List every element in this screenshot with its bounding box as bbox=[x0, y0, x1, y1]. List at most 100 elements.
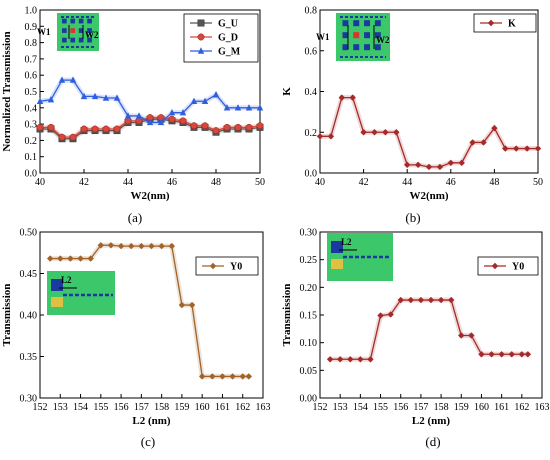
data-point bbox=[327, 133, 335, 140]
x-tick-label: 155 bbox=[93, 402, 108, 413]
inset-resonator bbox=[51, 297, 63, 307]
data-point bbox=[256, 104, 264, 111]
inset-label-l2: L2 bbox=[61, 275, 72, 285]
legend-label: Y0 bbox=[512, 262, 524, 273]
series-g-d bbox=[36, 114, 264, 141]
x-tick-label: 40 bbox=[35, 177, 45, 188]
inset-resonator bbox=[70, 18, 76, 24]
inset-resonator bbox=[353, 32, 360, 39]
data-point bbox=[371, 129, 378, 136]
data-point bbox=[117, 242, 125, 250]
legend-marker bbox=[197, 47, 205, 54]
data-point bbox=[234, 104, 242, 111]
data-point bbox=[201, 97, 209, 104]
data-point bbox=[212, 91, 220, 98]
chart-panel-2: 40 42 44 46 48 50 0.0 0.2 0.4 0.6 0.8 W2(nm) K W1 W2 K (… bbox=[281, 6, 543, 226]
data-point bbox=[425, 163, 433, 171]
series-k bbox=[316, 94, 542, 171]
x-tick-label: 157 bbox=[134, 402, 149, 413]
data-point bbox=[229, 373, 236, 380]
x-tick-label: 162 bbox=[235, 402, 250, 413]
x-tick-label: 42 bbox=[79, 177, 89, 188]
data-point bbox=[36, 97, 44, 104]
data-point bbox=[80, 92, 88, 100]
data-point bbox=[245, 123, 253, 131]
inset-resonator bbox=[70, 37, 76, 43]
legend-label: G_D bbox=[218, 33, 238, 44]
panel-label: (b) bbox=[405, 210, 420, 225]
data-point bbox=[97, 242, 105, 249]
data-point bbox=[478, 351, 485, 358]
inset-resonator bbox=[374, 20, 381, 27]
y-tick-label: 0.4 bbox=[305, 87, 318, 98]
x-tick-label: 161 bbox=[215, 402, 230, 413]
series-line bbox=[330, 299, 528, 360]
series-y0 bbox=[46, 242, 253, 380]
y-tick-label: 0.40 bbox=[20, 311, 38, 322]
legend-box bbox=[477, 256, 539, 276]
x-tick-label: 50 bbox=[255, 177, 265, 188]
inset-resonator bbox=[364, 32, 371, 39]
x-tick-label: 159 bbox=[174, 402, 189, 413]
data-point bbox=[518, 351, 526, 358]
y-tick-label: 0.2 bbox=[305, 128, 318, 139]
data-point bbox=[326, 356, 334, 363]
y-tick-label: 0.10 bbox=[300, 338, 318, 349]
inset-resonator bbox=[78, 28, 84, 33]
data-point bbox=[447, 296, 455, 304]
data-point bbox=[338, 94, 345, 101]
data-point bbox=[124, 112, 132, 119]
y-tick-label: 0.8 bbox=[305, 6, 318, 17]
y-tick-label: 0.35 bbox=[20, 352, 38, 363]
chart-panel-1: 40 42 44 46 48 50 0.0 0.1 0.2 0.3 0.4 0.5 0.6 0.7 0.8 0… bbox=[1, 6, 265, 226]
y-tick-label: 0.8 bbox=[25, 38, 38, 49]
data-point bbox=[367, 356, 374, 363]
y-tick-label: 0.15 bbox=[300, 311, 318, 322]
data-point bbox=[447, 159, 454, 167]
y-tick-label: 0.6 bbox=[305, 46, 318, 57]
x-tick-label: 46 bbox=[167, 177, 177, 188]
data-point bbox=[427, 296, 435, 304]
y-tick-label: 0.1 bbox=[25, 152, 38, 163]
data-point bbox=[113, 94, 121, 101]
data-point bbox=[458, 159, 465, 167]
data-point bbox=[146, 118, 154, 126]
data-point bbox=[382, 129, 389, 136]
x-tick-label: 159 bbox=[454, 402, 469, 413]
data-point bbox=[178, 301, 186, 309]
data-point bbox=[417, 296, 425, 304]
data-point bbox=[377, 312, 384, 319]
x-tick-label: 163 bbox=[256, 402, 271, 413]
y-tick-label: 0.45 bbox=[20, 269, 38, 280]
x-tick-label: 157 bbox=[413, 402, 428, 413]
data-point bbox=[168, 242, 175, 250]
y-tick-label: 0.6 bbox=[25, 71, 38, 82]
y-axis-title: Transmission bbox=[1, 284, 13, 347]
x-axis-title: W2(nm) bbox=[130, 190, 169, 202]
y-tick-label: 0.0 bbox=[305, 169, 318, 180]
inset-resonator bbox=[87, 18, 92, 24]
data-point bbox=[223, 123, 231, 131]
legend-box bbox=[183, 13, 259, 63]
inset-label-w1: W1 bbox=[316, 32, 330, 42]
data-point bbox=[47, 95, 55, 103]
legend: K bbox=[473, 13, 537, 33]
series-g-m bbox=[36, 76, 264, 126]
x-tick-label: 156 bbox=[114, 402, 129, 413]
x-tick-label: 48 bbox=[489, 177, 499, 188]
data-point bbox=[69, 76, 77, 83]
inset-resonator bbox=[62, 18, 67, 24]
x-tick-label: 153 bbox=[53, 402, 68, 413]
y-axis-title: K bbox=[281, 87, 293, 96]
data-point bbox=[523, 145, 531, 152]
data-point bbox=[404, 161, 411, 169]
y-tick-label: 0.30 bbox=[300, 228, 318, 239]
data-point bbox=[534, 145, 542, 152]
data-point bbox=[148, 242, 155, 250]
data-point bbox=[223, 104, 231, 111]
data-point bbox=[157, 118, 165, 126]
legend-label: G_M bbox=[218, 47, 241, 58]
data-point bbox=[58, 133, 66, 141]
